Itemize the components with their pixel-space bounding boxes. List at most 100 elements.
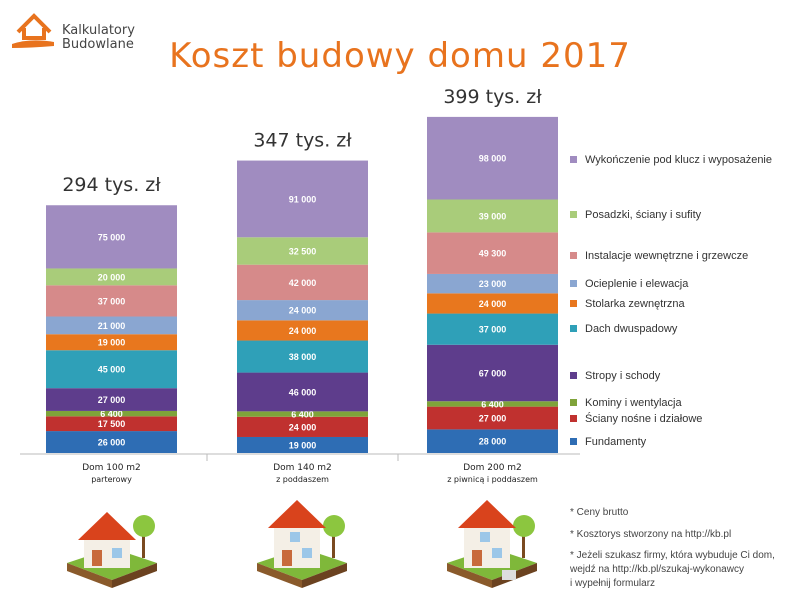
bar-segment bbox=[427, 232, 558, 274]
bar-segment bbox=[46, 268, 177, 286]
data-label: 6 400 bbox=[100, 409, 123, 419]
data-label: 20 000 bbox=[98, 272, 126, 282]
category-sublabel: parterowy bbox=[91, 475, 132, 484]
category-label: Dom 200 m2 bbox=[463, 463, 522, 473]
data-label: 38 000 bbox=[289, 352, 317, 362]
bar-segment bbox=[427, 293, 558, 314]
bar-segment bbox=[427, 406, 558, 430]
bar-segment bbox=[237, 320, 368, 341]
bar-segment bbox=[46, 205, 177, 269]
bar-segment bbox=[46, 350, 177, 389]
footnote: * Jeżeli szukasz firmy, która wybuduje C… bbox=[570, 550, 775, 561]
bar-segment bbox=[427, 401, 558, 407]
legend-label: Stropy i schody bbox=[585, 370, 661, 382]
bar-segment bbox=[46, 388, 177, 411]
house-illustration-icon bbox=[252, 488, 352, 588]
legend-label: Ocieplenie i elewacja bbox=[585, 278, 689, 290]
legend-swatch bbox=[570, 300, 577, 307]
bar-segment bbox=[427, 273, 558, 294]
logo-line2: Budowlane bbox=[62, 37, 134, 52]
bar-segment bbox=[46, 410, 177, 417]
house-illustration-icon bbox=[62, 488, 162, 588]
logo: Kalkulatory Budowlane bbox=[10, 10, 170, 52]
total-label: 347 tys. zł bbox=[253, 130, 352, 152]
footnote: wejdź na http://kb.pl/szukaj-wykonawcy bbox=[570, 564, 744, 575]
data-label: 49 300 bbox=[479, 249, 507, 259]
bar-segment bbox=[427, 313, 558, 345]
category-label: Dom 140 m2 bbox=[273, 463, 332, 473]
legend-swatch bbox=[570, 325, 577, 332]
legend-label: Kominy i wentylacja bbox=[585, 397, 682, 409]
legend-swatch bbox=[570, 211, 577, 218]
data-label: 6 400 bbox=[481, 399, 504, 409]
bar-segment bbox=[237, 340, 368, 373]
legend-label: Fundamenty bbox=[585, 436, 647, 448]
legend-swatch bbox=[570, 438, 577, 445]
data-label: 67 000 bbox=[479, 368, 507, 378]
bar-segment bbox=[237, 372, 368, 412]
bar-segment bbox=[46, 316, 177, 335]
bar-segment bbox=[237, 160, 368, 238]
bar-segment bbox=[427, 199, 558, 233]
total-label: 399 tys. zł bbox=[443, 86, 542, 108]
data-label: 39 000 bbox=[479, 211, 507, 221]
data-label: 45 000 bbox=[98, 365, 126, 375]
house-illustration-icon bbox=[442, 488, 542, 588]
data-label: 27 000 bbox=[98, 395, 126, 405]
data-label: 27 000 bbox=[479, 414, 507, 424]
legend-swatch bbox=[570, 252, 577, 259]
footnote: * Kosztorys stworzony na http://kb.pl bbox=[570, 529, 732, 540]
bar-segment bbox=[237, 411, 368, 417]
data-label: 98 000 bbox=[479, 154, 507, 164]
data-label: 26 000 bbox=[98, 438, 126, 448]
data-label: 24 000 bbox=[289, 422, 317, 432]
chart-title: Koszt budowy domu 2017 bbox=[169, 36, 631, 76]
data-label: 28 000 bbox=[479, 437, 507, 447]
bar-segment bbox=[237, 300, 368, 321]
legend-swatch bbox=[570, 415, 577, 422]
data-label: 91 000 bbox=[289, 194, 317, 204]
data-label: 46 000 bbox=[289, 387, 317, 397]
category-sublabel: z poddaszem bbox=[276, 475, 329, 484]
legend-swatch bbox=[570, 372, 577, 379]
data-label: 37 000 bbox=[479, 325, 507, 335]
legend-label: Wykończenie pod klucz i wyposażenie bbox=[585, 154, 772, 166]
data-label: 6 400 bbox=[291, 410, 314, 420]
legend-label: Stolarka zewnętrzna bbox=[585, 298, 686, 310]
category-sublabel: z piwnicą i poddaszem bbox=[447, 475, 538, 484]
data-label: 75 000 bbox=[98, 232, 126, 242]
data-label: 37 000 bbox=[98, 296, 126, 306]
legend-swatch bbox=[570, 156, 577, 163]
bar-segment bbox=[237, 416, 368, 437]
category-label: Dom 100 m2 bbox=[82, 463, 141, 473]
data-label: 19 000 bbox=[289, 440, 317, 450]
legend-label: Ściany nośne i działowe bbox=[585, 412, 702, 425]
legend-swatch bbox=[570, 399, 577, 406]
bar-segment bbox=[427, 429, 558, 453]
legend-swatch bbox=[570, 280, 577, 287]
logo-line1: Kalkulatory bbox=[62, 23, 135, 38]
bar-segment bbox=[237, 264, 368, 301]
footnote: * Ceny brutto bbox=[570, 507, 629, 518]
bar-segment bbox=[427, 116, 558, 200]
data-label: 21 000 bbox=[98, 321, 126, 331]
house-hand-logo-icon bbox=[12, 13, 54, 48]
data-label: 17 500 bbox=[98, 419, 126, 429]
data-label: 32 500 bbox=[289, 246, 317, 256]
data-label: 42 000 bbox=[289, 278, 317, 288]
legend-label: Instalacje wewnętrzne i grzewcze bbox=[585, 250, 748, 262]
bar-segment bbox=[237, 237, 368, 265]
bar-segment bbox=[46, 285, 177, 317]
total-label: 294 tys. zł bbox=[62, 174, 161, 196]
data-label: 24 000 bbox=[289, 326, 317, 336]
bar-segment bbox=[427, 344, 558, 402]
footnote: i wypełnij formularz bbox=[570, 578, 656, 589]
data-label: 19 000 bbox=[98, 338, 126, 348]
data-label: 24 000 bbox=[479, 299, 507, 309]
bar-segment bbox=[46, 431, 177, 453]
data-label: 24 000 bbox=[289, 306, 317, 316]
legend-label: Posadzki, ściany i sufity bbox=[585, 209, 702, 221]
bar-segment bbox=[46, 334, 177, 351]
